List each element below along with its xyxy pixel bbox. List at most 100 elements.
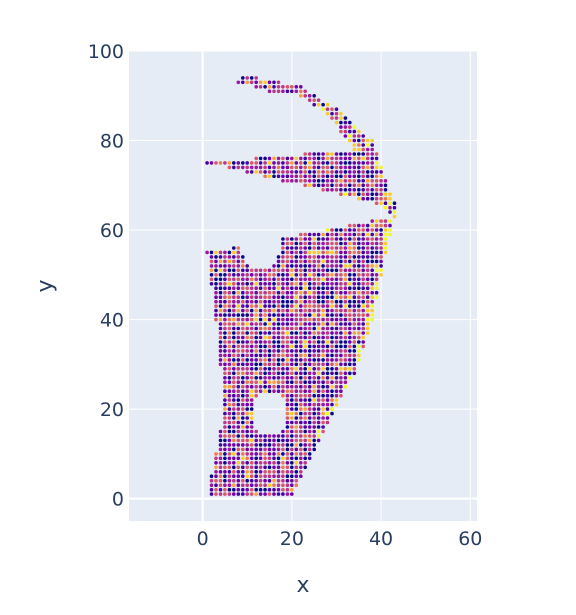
- scatter-point: [281, 349, 285, 353]
- scatter-point: [285, 402, 290, 407]
- scatter-point: [263, 174, 267, 179]
- scatter-point: [290, 170, 294, 174]
- scatter-point: [272, 443, 276, 447]
- scatter-point: [245, 483, 249, 488]
- scatter-point: [263, 313, 267, 317]
- scatter-point: [254, 322, 258, 326]
- scatter-point: [348, 313, 352, 317]
- scatter-point: [263, 286, 267, 291]
- scatter-point: [365, 259, 370, 264]
- scatter-point: [249, 492, 254, 496]
- scatter-point: [290, 461, 294, 465]
- scatter-point: [343, 259, 348, 264]
- scatter-point: [307, 94, 312, 98]
- scatter-point: [236, 434, 241, 438]
- scatter-point: [263, 371, 267, 376]
- scatter-point: [245, 322, 249, 326]
- scatter-point: [272, 277, 276, 282]
- scatter-point: [343, 335, 348, 340]
- scatter-point: [352, 241, 357, 246]
- scatter-point: [352, 138, 357, 143]
- scatter-point: [285, 353, 290, 358]
- scatter-point: [294, 282, 299, 286]
- scatter-point: [285, 85, 290, 89]
- scatter-point: [294, 268, 299, 273]
- scatter-point: [290, 362, 294, 367]
- scatter-point: [232, 286, 236, 291]
- scatter-point: [281, 331, 285, 335]
- scatter-point: [352, 134, 357, 138]
- scatter-point: [370, 161, 375, 165]
- scatter-point: [236, 420, 241, 425]
- scatter-point: [267, 487, 272, 492]
- scatter-point: [383, 179, 388, 183]
- scatter-point: [223, 349, 227, 353]
- scatter-point: [316, 282, 321, 286]
- scatter-point: [276, 384, 281, 389]
- scatter-point: [307, 304, 312, 308]
- scatter-point: [258, 286, 263, 291]
- scatter-point: [227, 250, 232, 255]
- scatter-point: [303, 353, 308, 358]
- scatter-point: [258, 492, 263, 496]
- scatter-point: [330, 380, 334, 385]
- scatter-point: [299, 411, 303, 416]
- scatter-point: [365, 196, 370, 201]
- scatter-point: [321, 152, 325, 156]
- scatter-point: [303, 376, 308, 380]
- scatter-point: [374, 241, 379, 246]
- scatter-point: [294, 277, 299, 282]
- scatter-point: [241, 161, 245, 165]
- scatter-point: [334, 349, 339, 353]
- scatter-point: [258, 335, 263, 340]
- scatter-point: [227, 340, 232, 344]
- y-tick-label: 40: [100, 310, 124, 332]
- scatter-point: [245, 349, 249, 353]
- scatter-point: [316, 429, 321, 434]
- scatter-point: [241, 259, 245, 264]
- scatter-point: [290, 411, 294, 416]
- scatter-point: [388, 196, 392, 201]
- scatter-point: [352, 349, 357, 353]
- scatter-point: [285, 447, 290, 452]
- scatter-point: [241, 353, 245, 358]
- scatter-point: [299, 438, 303, 443]
- scatter-point: [249, 317, 254, 322]
- scatter-point: [249, 290, 254, 295]
- scatter-point: [312, 282, 317, 286]
- scatter-point: [290, 308, 294, 313]
- scatter-point: [276, 465, 281, 470]
- scatter-point: [276, 492, 281, 496]
- scatter-point: [321, 286, 325, 291]
- scatter-point: [316, 407, 321, 411]
- scatter-point: [343, 313, 348, 317]
- scatter-point: [325, 179, 330, 183]
- scatter-point: [294, 452, 299, 456]
- scatter-point: [352, 165, 357, 170]
- scatter-point: [241, 282, 245, 286]
- scatter-point: [303, 349, 308, 353]
- scatter-point: [312, 161, 317, 165]
- scatter-point: [223, 456, 227, 461]
- scatter-point: [334, 376, 339, 380]
- scatter-point: [276, 313, 281, 317]
- scatter-point: [276, 156, 281, 161]
- scatter-point: [294, 411, 299, 416]
- scatter-point: [325, 277, 330, 282]
- scatter-point: [365, 286, 370, 291]
- scatter-point: [254, 165, 258, 170]
- scatter-point: [258, 474, 263, 479]
- scatter-point: [267, 290, 272, 295]
- scatter-point: [321, 299, 325, 304]
- scatter-point: [245, 389, 249, 394]
- scatter-point: [299, 367, 303, 371]
- scatter-point: [241, 456, 245, 461]
- scatter-point: [379, 219, 383, 223]
- scatter-point: [272, 273, 276, 277]
- scatter-point: [245, 286, 249, 291]
- scatter-point: [325, 322, 330, 326]
- scatter-point: [307, 340, 312, 344]
- scatter-point: [285, 461, 290, 465]
- scatter-point: [267, 371, 272, 376]
- scatter-point: [209, 268, 214, 273]
